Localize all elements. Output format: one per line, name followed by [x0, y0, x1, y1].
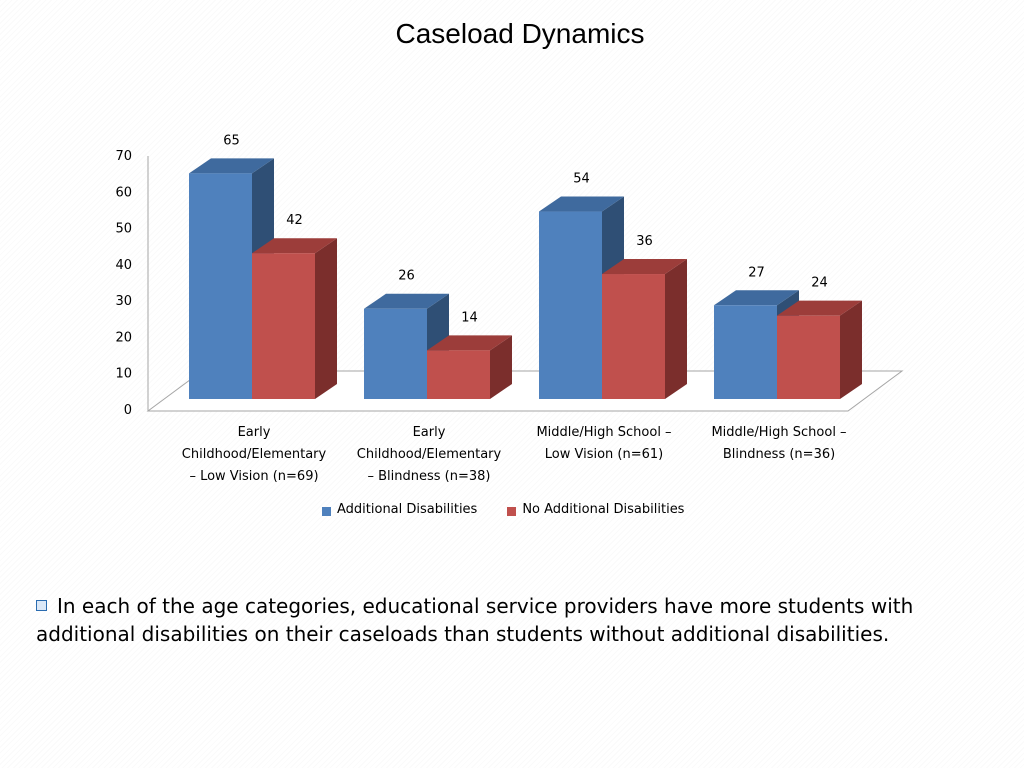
legend-swatch-no-additional: [507, 506, 517, 516]
data-label: 42: [286, 213, 303, 228]
legend-label-additional: Additional Disabilities: [337, 502, 478, 517]
data-label: 65: [223, 133, 240, 148]
x-category-line: Childhood/Elementary: [356, 447, 502, 462]
bullet-paragraph: In each of the age categories, education…: [36, 592, 1006, 648]
bar-top: [189, 158, 274, 174]
x-category-line: Middle/High School –: [536, 425, 672, 440]
square-bullet-icon: [36, 600, 47, 611]
y-tick-label: 50: [115, 222, 132, 237]
bar-side: [665, 259, 687, 399]
data-label: 54: [573, 172, 590, 187]
legend-label-no-additional: No Additional Disabilities: [522, 502, 685, 517]
bar: [189, 173, 252, 399]
x-category-line: – Low Vision (n=69): [189, 469, 319, 484]
x-category-line: Early: [412, 425, 446, 440]
y-tick-label: 20: [115, 330, 132, 345]
bar-top: [539, 196, 624, 212]
bar: [602, 274, 665, 399]
y-tick-label: 30: [115, 294, 132, 309]
data-label: 14: [461, 310, 478, 325]
x-category-line: – Blindness (n=38): [367, 469, 491, 484]
y-tick-label: 60: [115, 185, 132, 200]
x-category-line: Low Vision (n=61): [544, 447, 664, 462]
bar: [427, 350, 490, 399]
slide-title: Caseload Dynamics: [395, 18, 645, 49]
bar-top: [364, 293, 449, 309]
x-category-label: Middle/High School – Low Vision (n=61): [520, 422, 688, 466]
x-category-line: Blindness (n=36): [722, 447, 836, 462]
x-category-label: Middle/High School – Blindness (n=36): [695, 422, 863, 466]
data-label: 36: [636, 234, 653, 249]
chart: 0 10 20 30 40 50 60 70 65 26 54 27 42 14 36 24: [115, 133, 904, 418]
legend-item-no-additional: No Additional Disabilities: [507, 502, 684, 517]
x-category-label: Early Childhood/Elementary – Low Vision (n…: [170, 422, 338, 488]
legend-item-additional: Additional Disabilities: [322, 502, 477, 517]
bar: [364, 308, 427, 399]
x-category-line: Childhood/Elementary: [181, 447, 327, 462]
x-category-line: Middle/High School –: [711, 425, 847, 440]
bar-top: [602, 259, 687, 275]
bar-side: [840, 300, 862, 399]
bar: [252, 253, 315, 399]
bar-top: [777, 300, 862, 316]
data-label: 27: [748, 265, 765, 280]
y-tick-label: 0: [124, 403, 132, 418]
y-tick-label: 10: [115, 367, 132, 382]
bar-side: [490, 335, 512, 399]
y-tick-label: 40: [115, 258, 132, 273]
bar: [777, 315, 840, 399]
legend-swatch-additional: [322, 506, 331, 516]
bar-side: [315, 238, 337, 399]
x-category-line: Early: [237, 425, 271, 440]
bar: [539, 211, 602, 399]
bar-top: [427, 335, 512, 351]
bar: [714, 305, 777, 399]
bar-top: [252, 238, 337, 254]
data-label: 24: [811, 276, 828, 291]
legend: Additional Disabilities No Additional Di…: [322, 502, 714, 517]
y-tick-label: 70: [115, 149, 132, 164]
bar-top: [714, 290, 799, 306]
data-label: 26: [398, 269, 415, 284]
x-category-label: Early Childhood/Elementary – Blindness (n=…: [345, 422, 513, 488]
bullet-text: In each of the age categories, education…: [36, 594, 914, 646]
